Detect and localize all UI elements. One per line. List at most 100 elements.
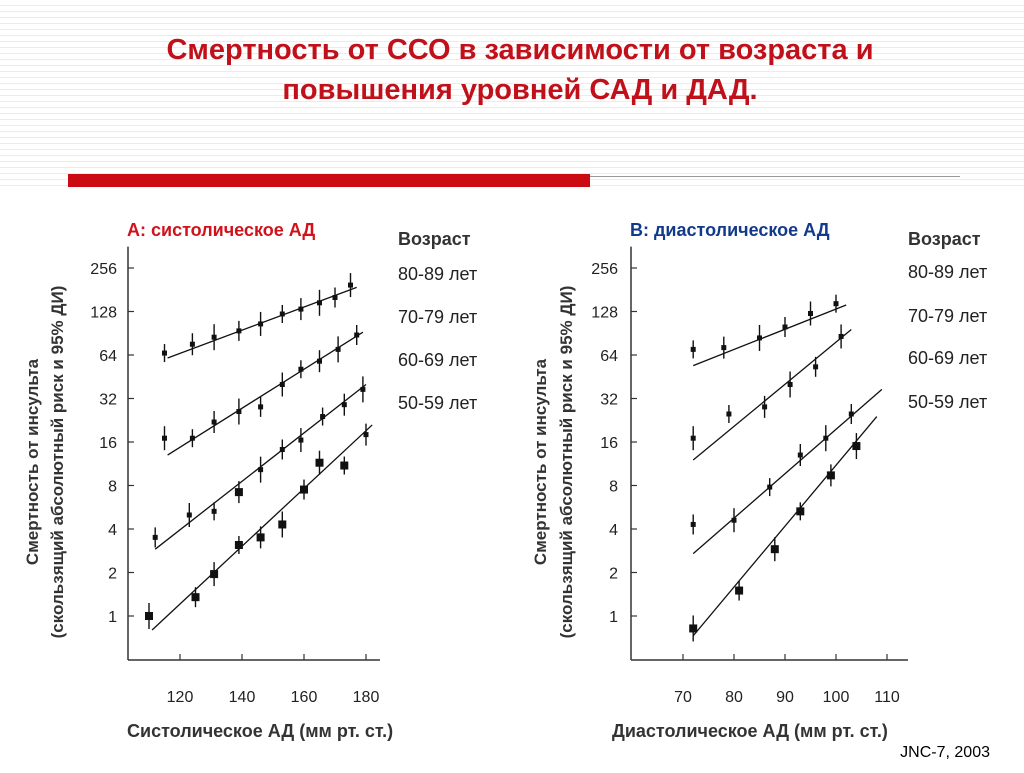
y-tick-label: 8: [609, 479, 618, 496]
data-point: [796, 507, 805, 516]
data-point: [690, 435, 696, 441]
data-point: [256, 533, 265, 542]
data-point: [317, 300, 322, 306]
trend-line: [692, 388, 883, 555]
legend-entry: 60-69 лет: [908, 348, 987, 368]
data-point: [833, 301, 839, 307]
x-tick-label: 160: [291, 689, 318, 706]
y-axis-label-line-2: (скользящий абсолютный риск и 95% ДИ): [48, 286, 67, 639]
legend-entry: 50-59 лет: [908, 392, 987, 412]
data-point: [340, 461, 349, 470]
x-tick-label: 180: [353, 689, 380, 706]
y-axis-label-line-1: Смертность от инсульта: [23, 358, 42, 565]
data-point: [852, 442, 861, 451]
series-1: [162, 273, 357, 363]
data-point: [762, 404, 768, 410]
data-point: [826, 471, 835, 480]
data-point: [298, 366, 304, 372]
x-axis-label: Диастолическое АД (мм рт. ст.): [612, 721, 888, 741]
y-tick-label: 2: [108, 566, 117, 583]
data-point: [757, 335, 762, 341]
data-point: [162, 435, 167, 441]
data-point: [189, 341, 195, 347]
data-point: [234, 540, 243, 549]
data-point: [782, 324, 788, 330]
panel-title: В: диастолическое АД: [630, 220, 830, 240]
data-point: [848, 411, 854, 417]
data-point: [317, 358, 322, 364]
data-point: [354, 332, 360, 338]
data-point: [363, 432, 369, 438]
legend-entry: 80-89 лет: [398, 264, 477, 284]
y-axis-label-line-2: (скользящий абсолютный риск и 95% ДИ): [557, 286, 576, 639]
x-axis-label: Систолическое АД (мм рт. ст.): [127, 721, 393, 741]
accent-bar: [68, 174, 590, 187]
x-tick-label: 80: [725, 689, 743, 706]
legend-title: Возраст: [398, 229, 471, 249]
data-point: [341, 402, 347, 408]
chart-panel-2: В: диастолическое АД 1 2 4 8 16 32 64 128 256 70 80…: [531, 220, 987, 741]
data-point: [320, 414, 326, 420]
data-point: [211, 419, 217, 425]
data-point: [348, 282, 353, 288]
x-tick-label: 100: [823, 689, 850, 706]
data-point: [689, 624, 698, 633]
legend-entry: 60-69 лет: [398, 350, 477, 370]
y-tick-label: 32: [99, 392, 117, 409]
trend-line: [692, 329, 852, 461]
trend-line: [692, 416, 878, 637]
data-point: [211, 508, 217, 514]
y-tick-label: 128: [90, 305, 117, 322]
trend-line: [692, 304, 847, 367]
y-axis-label-line-1: Смертность от инсульта: [531, 358, 550, 565]
data-point: [191, 593, 200, 602]
data-point: [813, 364, 819, 370]
data-point: [300, 485, 308, 494]
data-point: [721, 345, 727, 351]
y-tick-label: 256: [591, 261, 618, 278]
series-3: [152, 376, 367, 550]
data-point: [236, 328, 242, 334]
data-point: [211, 334, 217, 340]
y-tick-label: 64: [99, 348, 117, 365]
y-tick-label: 1: [609, 609, 618, 626]
series-4: [145, 423, 373, 631]
y-tick-label: 4: [609, 522, 618, 539]
legend-entry: 70-79 лет: [398, 307, 477, 327]
data-point: [838, 333, 844, 339]
data-point: [808, 310, 813, 316]
x-tick-label: 90: [776, 689, 794, 706]
data-point: [332, 294, 338, 300]
legend-entry: 80-89 лет: [908, 262, 987, 282]
series-1: [690, 294, 847, 367]
legend-entry: 50-59 лет: [398, 393, 477, 413]
data-point: [162, 350, 167, 356]
data-point: [735, 586, 744, 595]
series-2: [690, 324, 852, 461]
data-point: [279, 311, 285, 317]
data-point: [186, 512, 192, 518]
y-tick-label: 64: [600, 348, 618, 365]
data-point: [690, 346, 696, 352]
data-point: [787, 381, 793, 387]
x-tick-label: 110: [874, 689, 900, 706]
y-tick-label: 2: [609, 566, 618, 583]
data-point: [152, 534, 158, 540]
data-point: [210, 570, 219, 579]
trend-line: [151, 424, 373, 631]
data-point: [278, 520, 287, 529]
data-point: [298, 306, 304, 312]
data-point: [234, 488, 243, 497]
y-tick-label: 128: [591, 305, 618, 322]
panel-title: А: систолическое АД: [127, 220, 315, 240]
data-point: [797, 452, 803, 458]
data-point: [767, 484, 773, 490]
data-point: [279, 381, 285, 387]
y-tick-label: 8: [108, 479, 117, 496]
data-point: [298, 437, 304, 443]
slide-title-line-1: Смертность от ССО в зависимости от возра…: [166, 34, 874, 66]
legend-title: Возраст: [908, 229, 981, 249]
series-4: [689, 416, 878, 642]
y-tick-label: 256: [90, 261, 117, 278]
